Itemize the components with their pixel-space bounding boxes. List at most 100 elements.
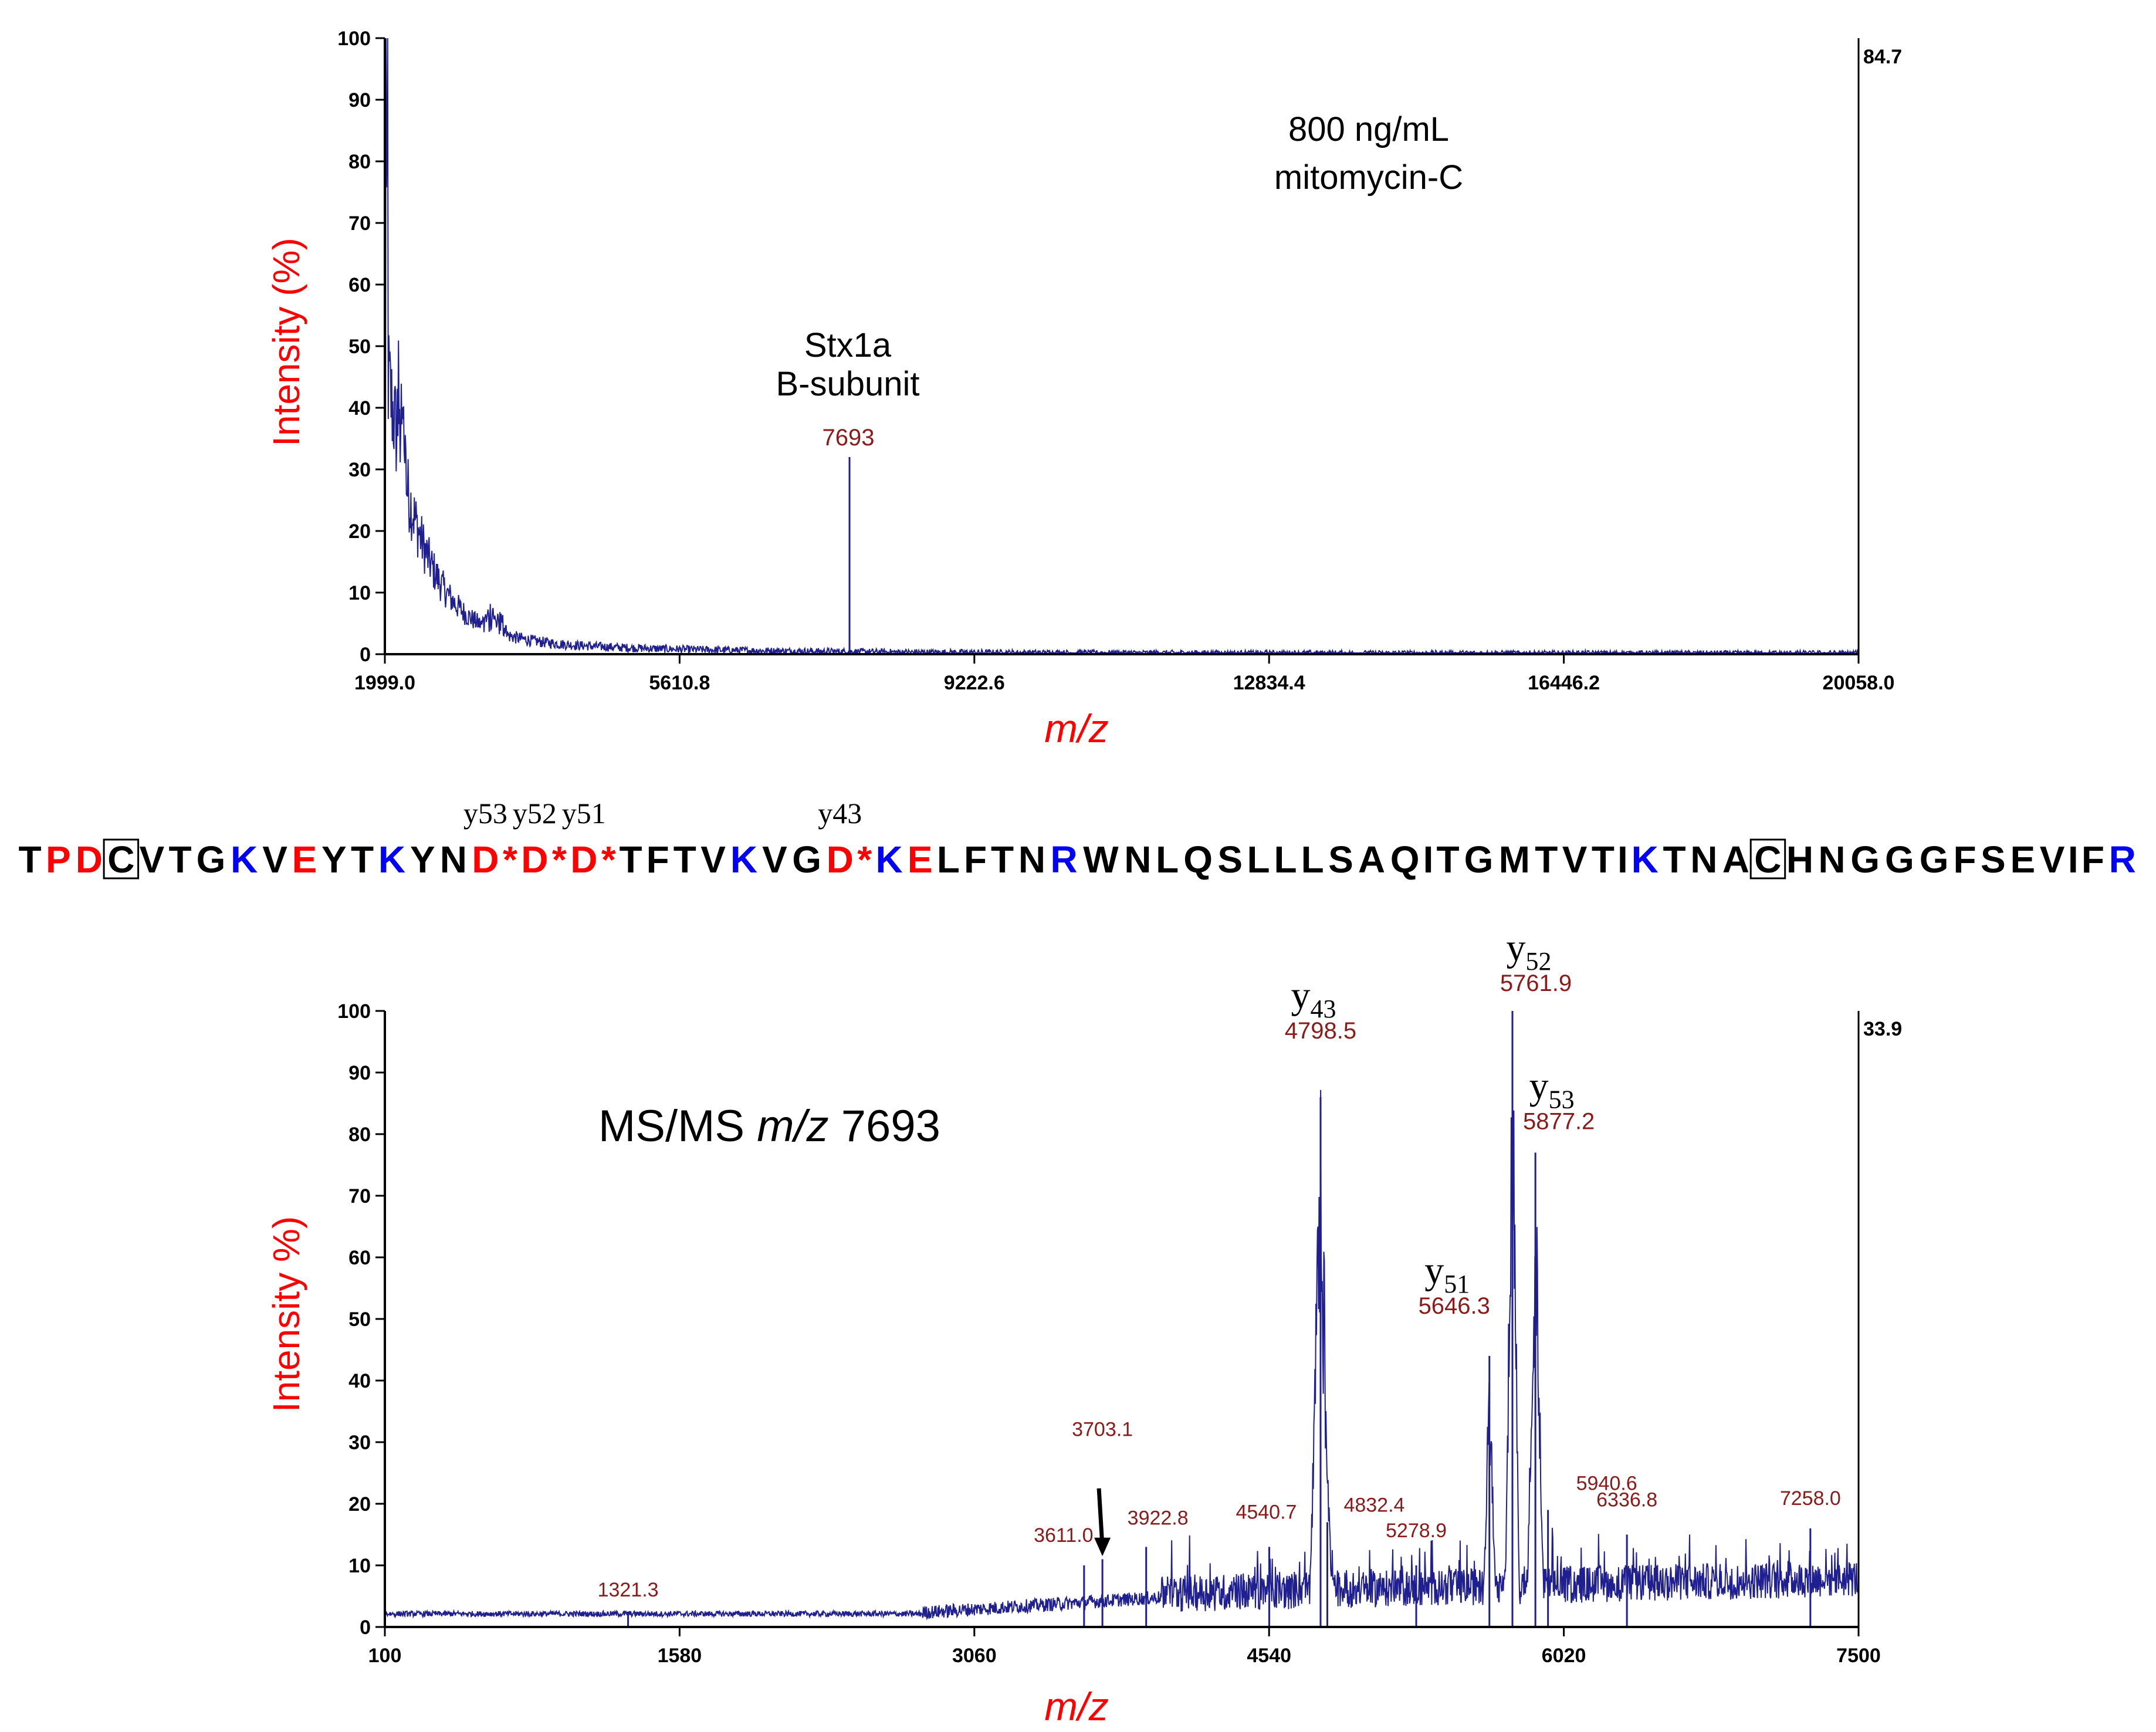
sequence-residue: *	[601, 838, 616, 881]
cysteine-box	[103, 838, 140, 879]
peak-label: 6336.8	[1596, 1489, 1657, 1511]
x-tick-label: 20058.0	[1823, 672, 1895, 694]
y-tick-label: 90	[348, 1062, 371, 1084]
y-tick-label: 10	[348, 1555, 371, 1577]
ion-subscript: 53	[1549, 1085, 1575, 1114]
y-tick-label: 30	[348, 1432, 371, 1454]
x-tick-label: 3060	[952, 1645, 997, 1667]
sequence-residue: K	[730, 838, 757, 881]
sequence-residue: H	[1786, 838, 1813, 881]
sequence-residue: W	[1083, 838, 1119, 881]
sequence-residue: A	[1358, 838, 1385, 881]
sequence-residue: L	[1274, 838, 1297, 881]
peak-label: 4832.4	[1343, 1494, 1404, 1517]
sequence-residue: T	[1436, 838, 1459, 881]
peak-label: 5646.3	[1419, 1293, 1490, 1319]
x-tick-label: 100	[368, 1645, 402, 1667]
peak-arrow	[1094, 1488, 1111, 1557]
sequence-ion-label: y52	[513, 797, 557, 830]
y-tick-label: 40	[348, 397, 371, 420]
sequence-residue: L	[1156, 838, 1179, 881]
sequence-residue: I	[2068, 838, 2079, 881]
sequence-residue: Y	[410, 838, 435, 881]
sequence-residue: L	[1301, 838, 1324, 881]
msms-title-mz: m/z	[757, 1101, 828, 1151]
peak-label: 4798.5	[1285, 1018, 1356, 1044]
max-intensity-label: 84.7	[1863, 46, 1902, 68]
y-tick-label: 70	[348, 212, 371, 235]
sequence-residue: R	[1050, 838, 1077, 881]
msms-title-prefix: MS/MS	[598, 1101, 757, 1151]
y-tick-label: 50	[348, 1308, 371, 1331]
sequence-residue: A	[1722, 838, 1749, 881]
sequence-residue: V	[762, 838, 787, 881]
sequence-residue: D	[76, 838, 103, 881]
sequence-residue: G	[1464, 838, 1494, 881]
x-tick-label: 12834.4	[1233, 672, 1305, 694]
sequence-residue: T	[19, 838, 42, 881]
sequence-residue: C	[107, 838, 134, 881]
y-tick-label: 60	[348, 1247, 371, 1269]
sequence-residue: *	[503, 838, 517, 881]
arrow-shaft	[1096, 1488, 1105, 1547]
x-tick-label: 4540	[1247, 1645, 1291, 1667]
peak-annotation-line-1: Stx1a	[804, 326, 892, 364]
ion-label: y43	[1291, 974, 1336, 1023]
y-tick-label: 0	[360, 1616, 371, 1639]
sequence-residue: K	[378, 838, 405, 881]
sequence-residue: F	[647, 838, 669, 881]
peak-label: 4540.7	[1236, 1501, 1297, 1524]
sequence-residue: Q	[1390, 838, 1420, 881]
sequence-residue: V	[700, 838, 726, 881]
sequence-residue: L	[1247, 838, 1270, 881]
protein-sequence: T P D C V T G K V E Y T K Y N D * D * D * T F T V K V G D * K E L F T N R W N L…	[19, 838, 2136, 881]
y-tick-label: 90	[348, 89, 371, 111]
sequence-residue: R	[2109, 838, 2136, 881]
peak-annotation-line-2: B-subunit	[776, 365, 919, 403]
ion-label: y51	[1424, 1249, 1470, 1298]
y-tick-label: 30	[348, 459, 371, 481]
peak-label: 3922.8	[1128, 1507, 1189, 1530]
sequence-residue: F	[964, 838, 987, 881]
x-tick-label: 7500	[1836, 1645, 1881, 1667]
sequence-residue: G	[197, 838, 226, 881]
y-tick-label: 0	[360, 644, 371, 666]
y-tick-labels: 0 10 20 30 40 50 60 70 80 90 100	[337, 28, 385, 666]
ion-letter: y	[1529, 1065, 1549, 1108]
y-axis-label: Intensity (%)	[265, 238, 307, 446]
msms-title: MS/MS m/z 7693	[598, 1101, 940, 1151]
msms-title-suffix: 7693	[829, 1101, 940, 1151]
sequence-residue: D	[570, 838, 597, 881]
y-tick-label: 80	[348, 1124, 371, 1146]
peak-label: 5761.9	[1500, 970, 1572, 996]
y-tick-label: 100	[337, 1000, 371, 1023]
y-tick-label: 10	[348, 582, 371, 604]
sequence-residue: D	[827, 838, 854, 881]
peak-label: 3703.1	[1072, 1419, 1133, 1441]
ms-spectrum-trace	[384, 38, 1859, 655]
sequence-residue: V	[2040, 838, 2065, 881]
ion-subscript: 51	[1444, 1270, 1470, 1298]
sequence-residue: T	[351, 838, 374, 881]
sequence-residue: G	[1850, 838, 1880, 881]
y-tick-label: 20	[348, 520, 371, 543]
ms-spectrum-chart: 0 10 20 30 40 50 60 70 80 90 100 1999.0 5610.8 9222.…	[265, 28, 1902, 751]
sequence-residue: N	[440, 838, 467, 881]
msms-spectrum-trace	[384, 1090, 1859, 1621]
peak-label: 1321.3	[598, 1579, 659, 1601]
y-tick-label: 20	[348, 1493, 371, 1516]
sequence-residue: L	[937, 838, 960, 881]
arrow-head	[1094, 1537, 1111, 1557]
peak-label: 3611.0	[1034, 1524, 1093, 1547]
ion-letter: y	[1506, 926, 1525, 969]
sequence-residue: Y	[321, 838, 347, 881]
sequence-ion-label: y51	[562, 797, 606, 830]
sequence-residue: P	[46, 838, 71, 881]
y-tick-labels: 0 10 20 30 40 50 60 70 80 90 100	[337, 1000, 385, 1639]
sequence-residue: S	[1217, 838, 1243, 881]
sequence-residue: N	[1124, 838, 1151, 881]
y-tick-label: 40	[348, 1370, 371, 1392]
sequence-residue: G	[1885, 838, 1914, 881]
